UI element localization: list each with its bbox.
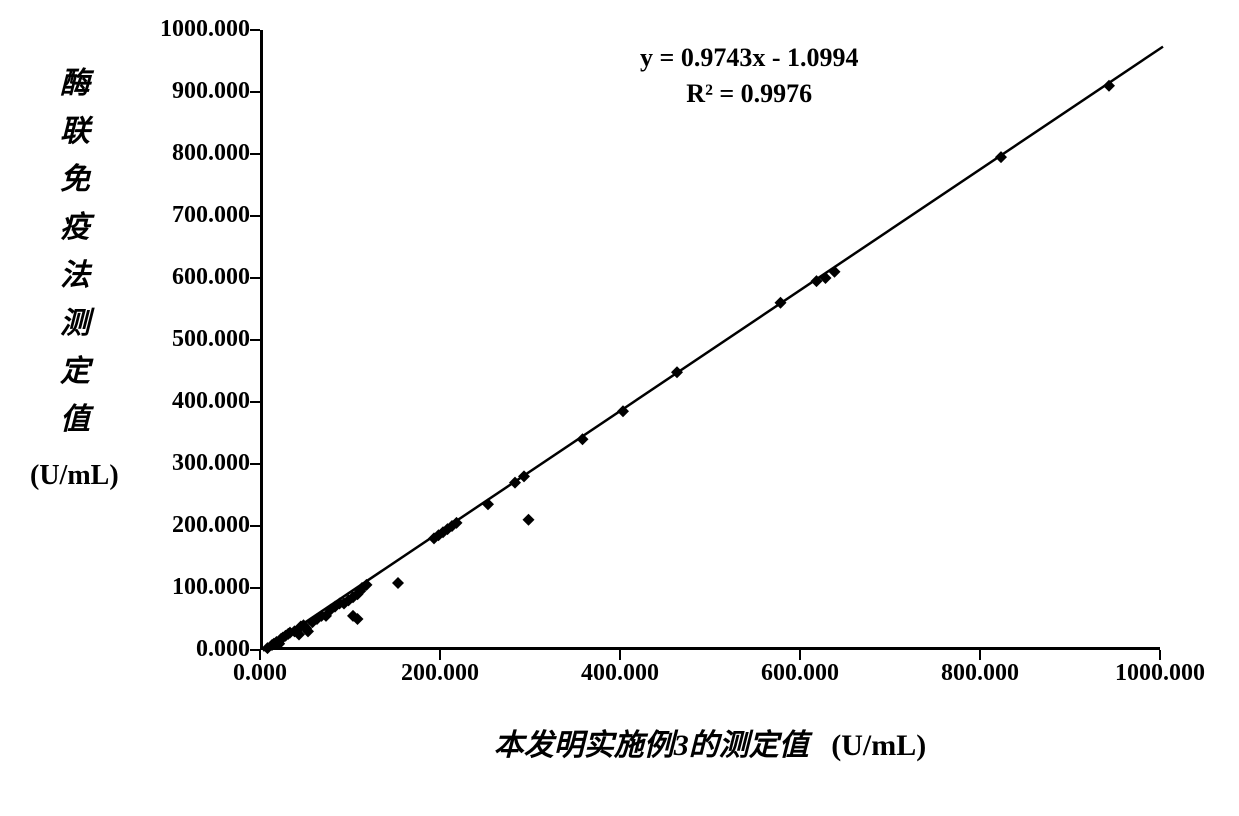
y-tick-mark bbox=[250, 401, 260, 403]
y-tick-mark bbox=[250, 277, 260, 279]
y-label-char: 法 bbox=[50, 252, 100, 300]
y-tick-mark bbox=[250, 587, 260, 589]
y-tick-mark bbox=[250, 29, 260, 31]
x-axis-label: 本发明实施例3的测定值 (U/mL) bbox=[260, 720, 1160, 764]
x-tick-mark bbox=[979, 650, 981, 660]
y-tick-mark bbox=[250, 463, 260, 465]
data-point bbox=[392, 577, 404, 589]
y-tick-mark bbox=[250, 525, 260, 527]
plot-svg bbox=[263, 30, 1163, 650]
x-tick-label: 600.000 bbox=[730, 660, 870, 687]
y-tick-label: 200.000 bbox=[100, 512, 250, 539]
x-tick-label: 400.000 bbox=[550, 660, 690, 687]
y-tick-label: 500.000 bbox=[100, 326, 250, 353]
x-tick-label: 200.000 bbox=[370, 660, 510, 687]
y-tick-label: 1000.000 bbox=[100, 16, 250, 43]
x-axis-unit: (U/mL) bbox=[831, 729, 926, 762]
plot-area bbox=[260, 30, 1160, 650]
y-axis-label: 酶 联 免 疫 法 测 定 值 (U/mL) bbox=[50, 60, 100, 499]
data-point bbox=[482, 498, 494, 510]
data-point bbox=[523, 514, 535, 526]
y-axis-unit: (U/mL) bbox=[30, 454, 100, 499]
y-tick-mark bbox=[250, 91, 260, 93]
y-tick-label: 800.000 bbox=[100, 140, 250, 167]
x-tick-label: 0.000 bbox=[190, 660, 330, 687]
y-tick-label: 0.000 bbox=[100, 636, 250, 663]
x-tick-mark bbox=[619, 650, 621, 660]
x-tick-label: 800.000 bbox=[910, 660, 1050, 687]
y-tick-label: 900.000 bbox=[100, 78, 250, 105]
y-tick-label: 300.000 bbox=[100, 450, 250, 477]
x-tick-label: 1000.000 bbox=[1090, 660, 1230, 687]
regression-equation: y = 0.9743x - 1.0994 R² = 0.9976 bbox=[640, 40, 858, 113]
equation-line: R² = 0.9976 bbox=[640, 76, 858, 112]
y-tick-mark bbox=[250, 215, 260, 217]
y-label-char: 免 bbox=[50, 156, 100, 204]
x-tick-mark bbox=[439, 650, 441, 660]
data-point bbox=[1103, 80, 1115, 92]
x-tick-mark bbox=[799, 650, 801, 660]
y-label-char: 疫 bbox=[50, 204, 100, 252]
y-label-char: 定 bbox=[50, 348, 100, 396]
regression-line bbox=[263, 47, 1163, 651]
y-tick-label: 100.000 bbox=[100, 574, 250, 601]
equation-line: y = 0.9743x - 1.0994 bbox=[640, 40, 858, 76]
x-axis-unit bbox=[816, 729, 831, 762]
data-point bbox=[577, 433, 589, 445]
x-label-text: 本发明实施例3的测定值 bbox=[494, 729, 809, 762]
x-tick-mark bbox=[1159, 650, 1161, 660]
y-tick-label: 700.000 bbox=[100, 202, 250, 229]
y-tick-mark bbox=[250, 153, 260, 155]
x-tick-mark bbox=[259, 650, 261, 660]
y-tick-mark bbox=[250, 339, 260, 341]
y-label-char: 测 bbox=[50, 300, 100, 348]
y-tick-label: 400.000 bbox=[100, 388, 250, 415]
scatter-chart: 酶 联 免 疫 法 测 定 值 (U/mL) 本发明实施例3的测定值 (U/mL… bbox=[50, 10, 1230, 810]
y-label-char: 酶 bbox=[50, 60, 100, 108]
data-point bbox=[829, 266, 841, 278]
y-label-char: 值 bbox=[50, 396, 100, 444]
y-label-char: 联 bbox=[50, 108, 100, 156]
y-tick-label: 600.000 bbox=[100, 264, 250, 291]
